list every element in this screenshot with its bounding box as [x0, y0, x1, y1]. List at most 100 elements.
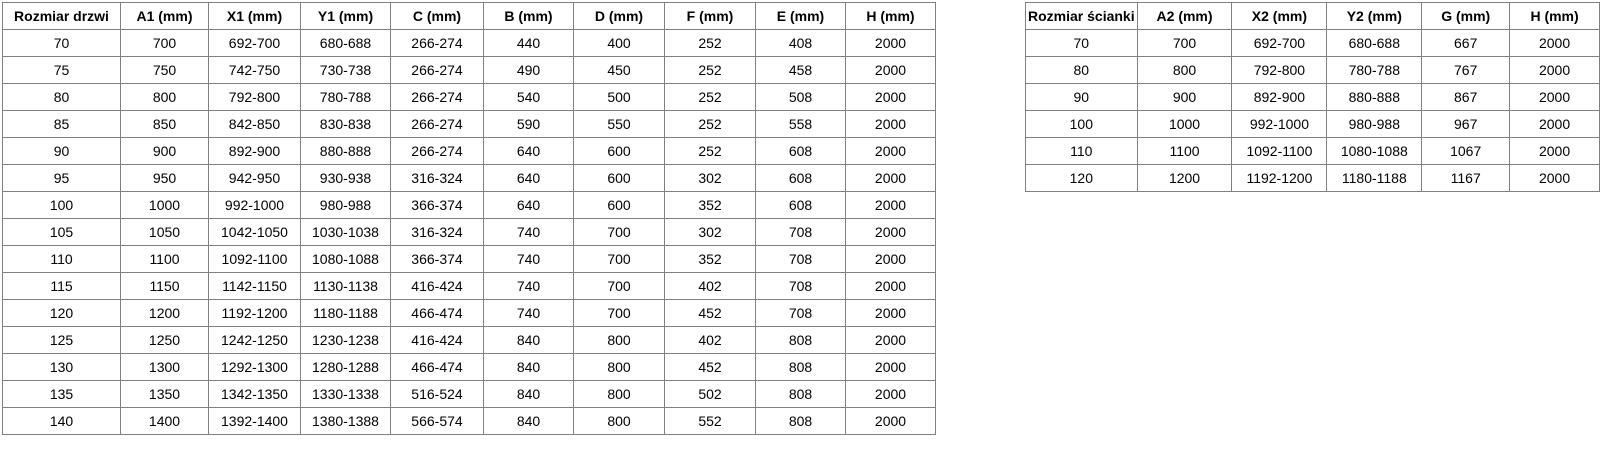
table-row: 120 1200 1192-1200 1180-1188 1167 2000	[1025, 164, 1600, 192]
table-cell: 90	[2, 137, 121, 165]
table-cell: 942-950	[208, 164, 301, 192]
table-cell: 1050	[120, 218, 209, 246]
table-cell: 1092-1100	[208, 245, 301, 273]
table-cell: 252	[664, 56, 756, 84]
table-row: 70 700 692-700 680-688 266-274 440 400 252 408 20…	[2, 29, 936, 57]
table-cell: 1000	[120, 191, 209, 219]
table-row: 90 900 892-900 880-888 266-274 640 600 252 608 20…	[2, 137, 936, 165]
table-cell: 830-838	[300, 110, 391, 138]
table-cell: 540	[483, 83, 574, 111]
table-cell: 742-750	[208, 56, 301, 84]
header-row: Rozmiar ścianki A2 (mm) X2 (mm) Y2 (mm) G (m…	[1025, 2, 1600, 30]
table-cell: 800	[573, 326, 665, 354]
table-cell: 2000	[1509, 83, 1600, 111]
table-cell: 767	[1421, 56, 1511, 84]
table-cell: 980-988	[300, 191, 391, 219]
table-cell: 1000	[1136, 110, 1233, 138]
table-cell: 266-274	[390, 83, 484, 111]
table-cell: 640	[483, 191, 574, 219]
table-cell: 2000	[845, 245, 936, 273]
table-cell: 352	[664, 191, 756, 219]
table-cell: 740	[483, 299, 574, 327]
table-cell: 1067	[1421, 137, 1511, 165]
column-header: X2 (mm)	[1231, 2, 1328, 30]
table-cell: 2000	[845, 380, 936, 408]
table-row: 125 1250 1242-1250 1230-1238 416-424 840 800 40…	[2, 326, 936, 354]
table-cell: 266-274	[390, 29, 484, 57]
table-row: 75 750 742-750 730-738 266-274 490 450 252 458 20…	[2, 56, 936, 84]
table-cell: 1330-1338	[300, 380, 391, 408]
table-cell: 1250	[120, 326, 209, 354]
column-header: E (mm)	[755, 2, 846, 30]
table-cell: 100	[1025, 110, 1138, 138]
table-cell: 1192-1200	[208, 299, 301, 327]
table-cell: 608	[755, 164, 846, 192]
table-cell: 366-374	[390, 245, 484, 273]
table-cell: 80	[2, 83, 121, 111]
table-cell: 2000	[1509, 164, 1600, 192]
table-cell: 140	[2, 407, 121, 435]
table-cell: 2000	[845, 29, 936, 57]
table-cell: 808	[755, 353, 846, 381]
table-cell: 600	[573, 137, 665, 165]
table-cell: 692-700	[1231, 29, 1328, 57]
table-cell: 1150	[120, 272, 209, 300]
table-cell: 1180-1188	[1326, 164, 1423, 192]
table-cell: 780-788	[300, 83, 391, 111]
table-row: 100 1000 992-1000 980-988 967 2000	[1025, 110, 1600, 138]
table-cell: 967	[1421, 110, 1511, 138]
table-cell: 2000	[1509, 56, 1600, 84]
table-cell: 680-688	[1326, 29, 1423, 57]
table-cell: 450	[573, 56, 665, 84]
table-cell: 800	[573, 380, 665, 408]
table-cell: 100	[2, 191, 121, 219]
table-cell: 700	[573, 245, 665, 273]
table-cell: 2000	[845, 272, 936, 300]
table-cell: 992-1000	[1231, 110, 1328, 138]
table-cell: 416-424	[390, 326, 484, 354]
table-cell: 416-424	[390, 272, 484, 300]
table-cell: 508	[755, 83, 846, 111]
table-cell: 708	[755, 272, 846, 300]
column-header: C (mm)	[390, 2, 484, 30]
column-header: Y2 (mm)	[1326, 2, 1423, 30]
table-cell: 266-274	[390, 137, 484, 165]
table-row: 80 800 792-800 780-788 266-274 540 500 252 508 20…	[2, 83, 936, 111]
table-row: 105 1050 1042-1050 1030-1038 316-324 740 700 30…	[2, 218, 936, 246]
table-cell: 800	[1136, 56, 1233, 84]
table-cell: 440	[483, 29, 574, 57]
table-cell: 867	[1421, 83, 1511, 111]
table-cell: 1100	[120, 245, 209, 273]
table-cell: 1292-1300	[208, 353, 301, 381]
column-header: H (mm)	[1509, 2, 1600, 30]
table-cell: 452	[664, 299, 756, 327]
column-header: X1 (mm)	[208, 2, 301, 30]
table-cell: 316-324	[390, 164, 484, 192]
table-cell: 667	[1421, 29, 1511, 57]
table-cell: 1200	[1136, 164, 1233, 192]
table-cell: 110	[2, 245, 121, 273]
table-cell: 266-274	[390, 56, 484, 84]
table-cell: 95	[2, 164, 121, 192]
table-cell: 1242-1250	[208, 326, 301, 354]
table-row: 115 1150 1142-1150 1130-1138 416-424 740 700 40…	[2, 272, 936, 300]
table-cell: 352	[664, 245, 756, 273]
table-cell: 1167	[1421, 164, 1511, 192]
column-header: F (mm)	[664, 2, 756, 30]
table-cell: 880-888	[300, 137, 391, 165]
table-cell: 266-274	[390, 110, 484, 138]
table-cell: 792-800	[208, 83, 301, 111]
table-cell: 490	[483, 56, 574, 84]
table-cell: 516-524	[390, 380, 484, 408]
table-cell: 400	[573, 29, 665, 57]
wall-size-table-grid: Rozmiar ścianki A2 (mm) X2 (mm) Y2 (mm) G (m…	[1025, 2, 1600, 192]
table-cell: 840	[483, 407, 574, 435]
table-cell: 792-800	[1231, 56, 1328, 84]
table-cell: 980-988	[1326, 110, 1423, 138]
table-row: 90 900 892-900 880-888 867 2000	[1025, 83, 1600, 111]
table-cell: 1342-1350	[208, 380, 301, 408]
table-cell: 1180-1188	[300, 299, 391, 327]
table-cell: 1042-1050	[208, 218, 301, 246]
table-cell: 700	[573, 272, 665, 300]
table-cell: 502	[664, 380, 756, 408]
